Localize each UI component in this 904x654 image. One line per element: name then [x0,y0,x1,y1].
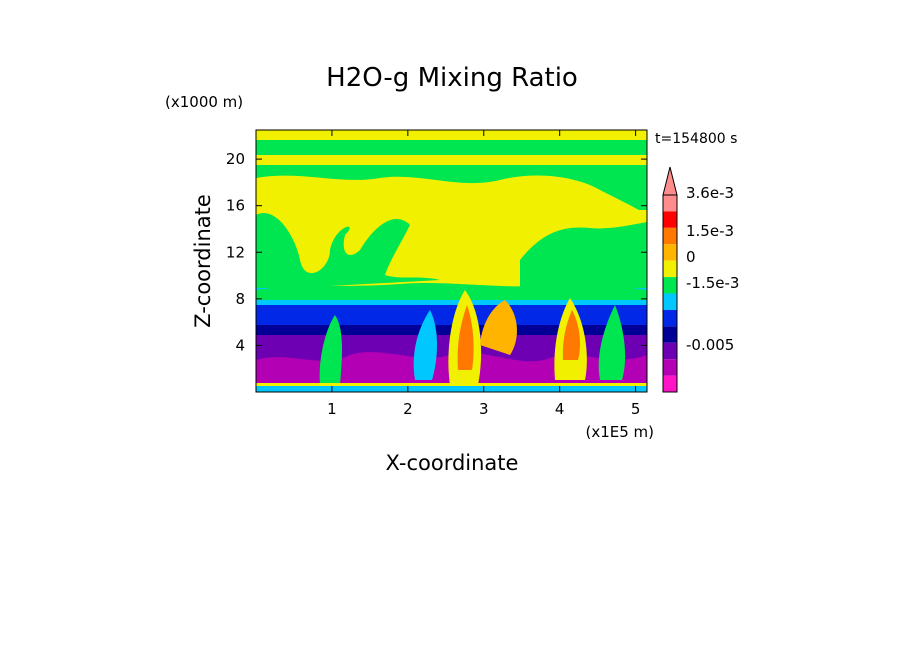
plot-frame [255,129,648,393]
y-axis-label: Z-coordinate [191,194,215,328]
colorbar-tick-label: 3.6e-3 [686,184,734,202]
y-axis-ticks: 4 8 12 16 20 [226,150,647,354]
y-tick-label: 20 [226,150,245,168]
x-tick-label: 4 [555,400,565,418]
colorbar-swatch [663,195,677,212]
colorbar-swatch [663,342,677,360]
colorbar-extend-arrow [662,166,678,196]
x-units-label: (x1E5 m) [585,423,654,441]
y-tick-label: 8 [235,290,245,308]
field-bottom-strip [256,383,647,392]
colorbar-swatch [663,227,677,245]
field-plume-2 [413,310,437,380]
field-plume-1 [319,315,343,385]
colorbar-swatch [663,326,677,343]
colorbar-swatch [663,359,677,376]
field-top-yellow-strip-2 [256,155,647,165]
field-top-yellow-strip-1 [256,130,647,140]
field-bottom-yellow-line [256,383,647,386]
colorbar-tick-label: 0 [686,248,696,266]
field-green-wave-right [520,222,647,295]
colorbar-labels: 3.6e-3 1.5e-3 0 -1.5e-3 -0.005 [686,184,739,354]
y-units-label: (x1000 m) [165,93,243,111]
colorbar-swatch [663,260,677,278]
colorbar-swatch [663,375,677,392]
colorbar-swatch [663,211,677,228]
x-axis-ticks: 1 2 3 4 5 [327,130,640,418]
chart-title: H2O-g Mixing Ratio [326,63,578,93]
x-tick-label: 2 [403,400,413,418]
x-tick-label: 1 [327,400,337,418]
colorbar-swatch [663,309,677,327]
colorbar-tick-label: -0.005 [686,336,734,354]
field-plume-3-core [457,305,474,370]
colorbar-tick-label: 1.5e-3 [686,222,734,240]
colorbar-tick-label: -1.5e-3 [686,274,739,292]
field-green-wave [256,213,440,290]
colorbar-swatch [663,277,677,294]
colorbar-frame [662,194,678,393]
time-label: t=154800 s [655,131,737,147]
contour-field [256,130,647,392]
field-plume-5-core [562,310,580,360]
x-tick-label: 5 [631,400,641,418]
field-green-mid [256,283,647,300]
colorbar [662,166,678,393]
field-plume-6 [598,305,626,380]
x-tick-label: 3 [479,400,489,418]
y-tick-label: 16 [226,197,245,215]
colorbar-swatch [663,293,677,310]
y-tick-label: 4 [235,336,245,354]
colorbar-swatch [663,244,677,261]
field-plume-4 [480,300,517,355]
y-tick-label: 12 [226,243,245,261]
x-axis-label: X-coordinate [386,451,519,475]
